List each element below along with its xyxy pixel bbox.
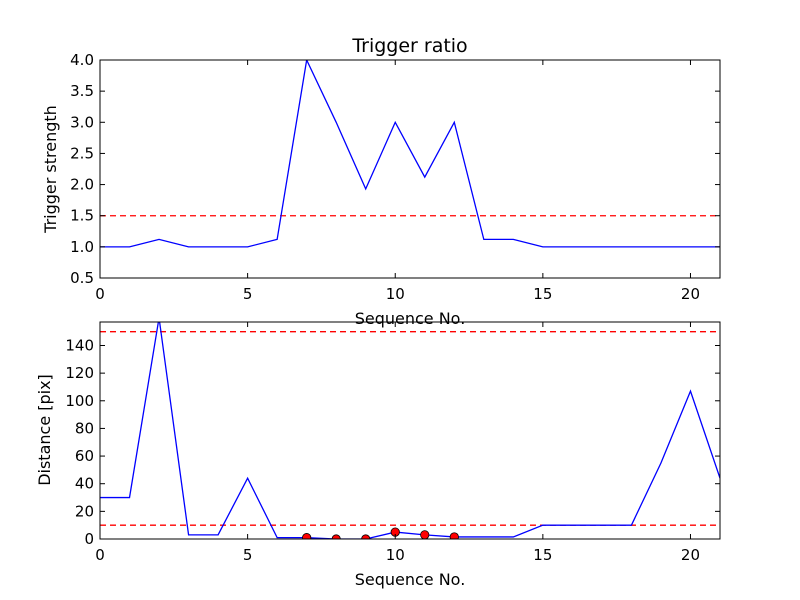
- y-tick-label: 1.0: [70, 238, 94, 256]
- data-point-marker: [449, 532, 459, 539]
- y-tick-label: 140: [65, 336, 94, 354]
- x-tick-label: 5: [243, 285, 253, 303]
- axis-ticks: 0 5 10 15 20 0.5 1.0 1.5 2.0 2.5 3.0 3.5 4.0: [70, 51, 720, 303]
- y-tick-label: 0: [84, 530, 94, 548]
- y-tick-label: 4.0: [70, 51, 94, 69]
- y-tick-label: 3.0: [70, 113, 94, 131]
- y-tick-label: 80: [75, 419, 94, 437]
- x-tick-label: 20: [681, 546, 700, 564]
- x-tick-label: 15: [533, 285, 552, 303]
- y-tick-label: 20: [75, 502, 94, 520]
- x-tick-label: 15: [533, 546, 552, 564]
- y-axis-label: Trigger strength: [41, 105, 60, 234]
- x-tick-label: 0: [95, 285, 105, 303]
- data-point-marker: [420, 530, 430, 539]
- y-tick-label: 100: [65, 392, 94, 410]
- y-tick-label: 120: [65, 364, 94, 382]
- x-tick-label: 10: [386, 546, 405, 564]
- x-axis-label: Sequence No.: [355, 309, 466, 328]
- x-tick-label: 5: [243, 546, 253, 564]
- y-tick-label: 2.0: [70, 176, 94, 194]
- plot-content: [100, 322, 720, 539]
- axis-ticks: 0 5 10 15 20 0 20 40 60 80 100 120 140: [65, 322, 720, 564]
- series-line-0: [100, 322, 720, 539]
- x-tick-label: 0: [95, 546, 105, 564]
- y-tick-label: 3.5: [70, 82, 94, 100]
- y-tick-label: 1.5: [70, 207, 94, 225]
- data-point-marker: [302, 533, 312, 539]
- trigger-ratio-plot: Trigger ratio 0 5 10 15 20 0.5 1.0 1.5 2.0 2.5 3.0…: [41, 35, 721, 328]
- y-axis-label: Distance [pix]: [35, 374, 54, 486]
- series-line-0: [100, 60, 720, 248]
- x-axis-label: Sequence No.: [355, 570, 466, 589]
- x-tick-label: 10: [386, 285, 405, 303]
- x-tick-label: 20: [681, 285, 700, 303]
- y-tick-label: 0.5: [70, 269, 94, 287]
- chart-title: Trigger ratio: [351, 35, 467, 57]
- y-tick-label: 2.5: [70, 144, 94, 162]
- y-tick-label: 60: [75, 447, 94, 465]
- y-tick-label: 40: [75, 475, 94, 493]
- plot-frame: [99, 321, 721, 540]
- plot-content: [100, 60, 720, 248]
- plot-frame: [99, 59, 721, 279]
